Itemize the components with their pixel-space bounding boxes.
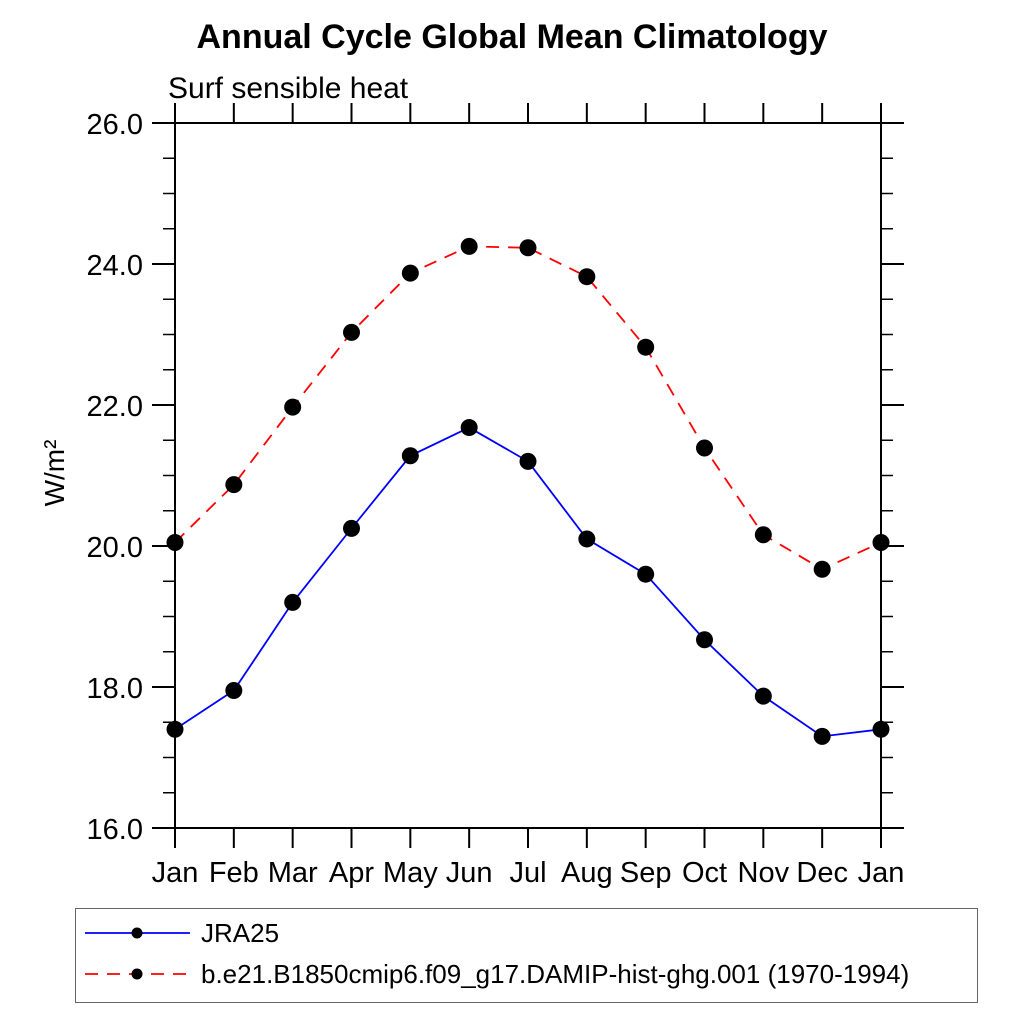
series-0-marker [401,447,419,465]
series-1-marker [225,476,243,494]
x-tick-label: Jun [446,857,493,889]
y-tick-label: 26.0 [87,109,143,141]
series-1-marker [401,264,419,282]
x-tick-label: May [383,857,438,889]
y-tick-label: 18.0 [87,673,143,705]
series-1-marker [872,533,890,551]
legend-item-jra25: JRA25 [83,915,279,951]
x-tick-label: Nov [738,857,790,889]
x-tick-label: Mar [268,857,318,889]
series-0-marker [578,530,596,548]
series-1-marker [166,533,184,551]
series-1-marker [460,237,478,255]
series-0-marker [284,593,302,611]
series-0-line [174,426,882,738]
x-tick-label: Apr [329,857,374,889]
series-1-marker [343,323,360,341]
x-tick-label: Feb [209,857,259,889]
series-0-marker [166,720,184,738]
series-1-marker [519,239,537,257]
legend-label-jra25: JRA25 [201,917,280,948]
series-1-marker [637,338,655,356]
series-1-marker [284,398,302,416]
series-0-marker [343,519,360,537]
legend-label-model: b.e21.B1850cmip6.f09_g17.DAMIP-hist-ghg.… [201,958,910,989]
series-0-marker [519,452,537,470]
legend: JRA25 b.e21.B1850cmip6.f09_g17.DAMIP-his… [75,908,978,1003]
series-0-marker [460,419,478,437]
x-tick-label: Aug [561,857,613,889]
series-0-marker [754,687,772,705]
axis-frame [174,122,882,829]
x-tick-label: Oct [682,857,727,889]
series-1-marker [754,526,772,544]
y-tick-label: 16.0 [87,814,143,846]
series-1-marker [696,439,713,457]
series-1-marker [813,560,831,578]
series-0-marker [696,631,713,649]
series-0-marker [813,727,831,745]
series-0-marker [637,565,655,583]
legend-line-sample-solid [85,927,190,939]
x-tick-label: Jan [152,857,199,889]
chart-title: Annual Cycle Global Mean Climatology [196,18,828,56]
x-tick-label: Jul [509,857,546,889]
y-tick-label: 20.0 [87,532,143,564]
series-0-marker [872,720,890,738]
x-tick-label: Sep [620,857,672,889]
x-tick-label: Dec [796,857,848,889]
series-0-marker [225,682,243,700]
chart-subtitle: Surf sensible heat [168,72,409,105]
legend-line-sample-dashed [85,968,190,980]
legend-item-model: b.e21.B1850cmip6.f09_g17.DAMIP-hist-ghg.… [83,956,909,992]
series-1-marker [578,268,596,286]
y-tick-label: 22.0 [87,391,143,423]
y-tick-label: 24.0 [87,250,143,282]
x-tick-label: Jan [858,857,905,889]
series-1-line [174,245,882,571]
